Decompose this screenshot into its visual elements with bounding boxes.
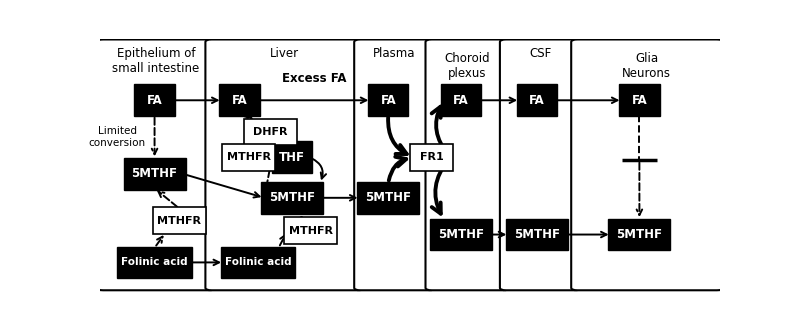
FancyBboxPatch shape	[571, 39, 723, 290]
FancyBboxPatch shape	[244, 119, 297, 145]
FancyBboxPatch shape	[608, 219, 670, 250]
Text: 5MTHF: 5MTHF	[514, 228, 560, 241]
FancyBboxPatch shape	[517, 85, 558, 116]
Text: Excess FA: Excess FA	[282, 72, 346, 85]
FancyBboxPatch shape	[123, 158, 186, 190]
Text: Folinic acid: Folinic acid	[122, 257, 188, 267]
FancyBboxPatch shape	[426, 39, 510, 290]
Text: FA: FA	[381, 94, 396, 107]
Text: FA: FA	[453, 94, 469, 107]
Text: THF: THF	[279, 151, 306, 164]
FancyBboxPatch shape	[219, 85, 260, 116]
Text: FA: FA	[631, 94, 647, 107]
Text: Epithelium of
small intestine: Epithelium of small intestine	[112, 47, 199, 75]
FancyBboxPatch shape	[272, 141, 312, 173]
Text: CSF: CSF	[529, 47, 551, 60]
Text: 5MTHF: 5MTHF	[366, 191, 411, 204]
FancyBboxPatch shape	[222, 144, 275, 170]
FancyBboxPatch shape	[441, 85, 481, 116]
FancyBboxPatch shape	[619, 85, 659, 116]
Text: Glia
Neurons: Glia Neurons	[622, 52, 671, 80]
FancyBboxPatch shape	[262, 182, 323, 214]
FancyBboxPatch shape	[354, 39, 435, 290]
FancyBboxPatch shape	[358, 182, 419, 214]
Text: MTHFR: MTHFR	[227, 152, 270, 162]
Text: Folinic acid: Folinic acid	[225, 257, 291, 267]
Text: Plasma: Plasma	[374, 47, 416, 60]
FancyBboxPatch shape	[506, 219, 568, 250]
Text: FA: FA	[146, 94, 162, 107]
Text: FA: FA	[530, 94, 545, 107]
Text: Liver: Liver	[270, 47, 298, 60]
Text: Choroid
plexus: Choroid plexus	[444, 52, 490, 80]
FancyBboxPatch shape	[285, 217, 337, 244]
Text: 5MTHF: 5MTHF	[131, 167, 178, 180]
Text: 5MTHF: 5MTHF	[616, 228, 662, 241]
Text: MTHFR: MTHFR	[158, 215, 202, 226]
FancyBboxPatch shape	[206, 39, 363, 290]
Text: Limited
conversion: Limited conversion	[89, 126, 146, 148]
FancyBboxPatch shape	[134, 85, 174, 116]
FancyBboxPatch shape	[410, 144, 454, 170]
FancyBboxPatch shape	[430, 219, 492, 250]
FancyBboxPatch shape	[368, 85, 409, 116]
FancyBboxPatch shape	[221, 246, 295, 278]
Text: FA: FA	[232, 94, 247, 107]
Text: 5MTHF: 5MTHF	[269, 191, 315, 204]
FancyBboxPatch shape	[500, 39, 581, 290]
Text: DHFR: DHFR	[254, 127, 288, 137]
Text: 5MTHF: 5MTHF	[438, 228, 484, 241]
Text: MTHFR: MTHFR	[289, 226, 333, 236]
FancyBboxPatch shape	[153, 207, 206, 234]
FancyBboxPatch shape	[118, 246, 192, 278]
FancyBboxPatch shape	[97, 39, 214, 290]
Text: FR1: FR1	[420, 152, 443, 162]
